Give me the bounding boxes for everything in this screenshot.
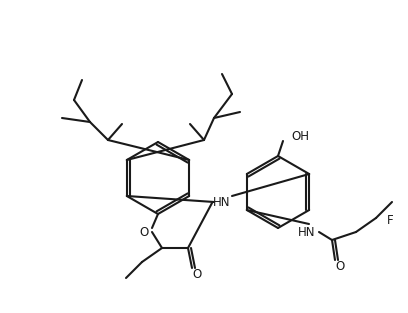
- Text: O: O: [140, 225, 149, 239]
- Text: O: O: [335, 260, 345, 274]
- Text: F: F: [387, 213, 393, 227]
- Text: OH: OH: [291, 131, 309, 143]
- Text: HN: HN: [298, 227, 316, 239]
- Text: O: O: [193, 269, 202, 281]
- Text: HN: HN: [213, 197, 231, 209]
